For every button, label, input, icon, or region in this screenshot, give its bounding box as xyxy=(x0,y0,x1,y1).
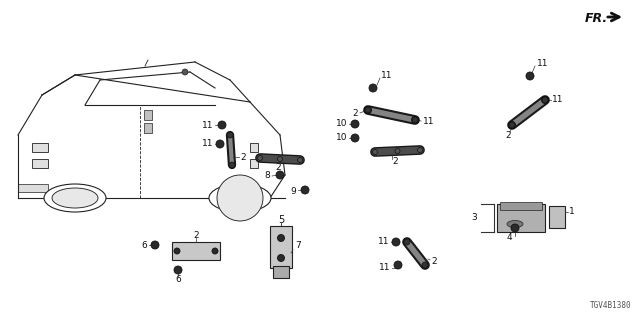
Circle shape xyxy=(278,156,282,162)
Ellipse shape xyxy=(44,184,106,212)
Circle shape xyxy=(392,238,400,246)
Text: 7: 7 xyxy=(295,242,301,251)
Text: 2: 2 xyxy=(431,258,436,267)
Circle shape xyxy=(351,134,359,142)
Text: 10: 10 xyxy=(335,118,347,127)
Circle shape xyxy=(404,239,410,245)
Circle shape xyxy=(278,254,285,261)
Circle shape xyxy=(509,122,515,129)
Text: 11: 11 xyxy=(552,95,563,105)
Circle shape xyxy=(395,148,400,154)
Bar xyxy=(144,123,152,133)
Circle shape xyxy=(351,120,359,128)
Circle shape xyxy=(369,84,377,92)
Text: 2: 2 xyxy=(275,163,281,172)
Ellipse shape xyxy=(52,188,98,208)
Circle shape xyxy=(227,132,233,138)
Text: 2: 2 xyxy=(240,153,246,162)
Circle shape xyxy=(151,241,159,249)
Text: 2: 2 xyxy=(505,132,511,140)
Bar xyxy=(172,242,220,260)
Text: 9: 9 xyxy=(291,187,296,196)
Circle shape xyxy=(301,186,309,194)
Bar xyxy=(497,204,545,232)
Text: 2: 2 xyxy=(353,108,358,117)
Text: 5: 5 xyxy=(278,215,284,225)
Circle shape xyxy=(541,97,548,103)
Text: 11: 11 xyxy=(378,237,389,246)
Circle shape xyxy=(216,140,224,148)
Bar xyxy=(270,226,292,268)
Text: 11: 11 xyxy=(381,71,392,81)
Circle shape xyxy=(229,162,235,168)
Text: 11: 11 xyxy=(423,117,435,126)
Bar xyxy=(549,206,565,228)
Circle shape xyxy=(365,107,371,114)
Circle shape xyxy=(365,107,371,113)
Bar xyxy=(144,110,152,120)
Text: 11: 11 xyxy=(202,140,213,148)
Circle shape xyxy=(542,97,548,103)
Text: 4: 4 xyxy=(506,234,512,243)
Text: 6: 6 xyxy=(141,241,147,250)
Text: 2: 2 xyxy=(392,157,398,166)
Circle shape xyxy=(394,261,402,269)
Circle shape xyxy=(278,235,285,242)
Bar xyxy=(250,143,258,152)
Bar xyxy=(32,159,48,168)
Text: 10: 10 xyxy=(335,133,347,142)
Text: 8: 8 xyxy=(264,172,270,180)
Circle shape xyxy=(509,122,515,128)
Circle shape xyxy=(212,248,218,254)
Text: TGV4B1380: TGV4B1380 xyxy=(590,301,632,310)
Circle shape xyxy=(174,248,180,254)
Circle shape xyxy=(417,148,422,153)
Circle shape xyxy=(412,117,418,123)
Text: 11: 11 xyxy=(378,263,390,273)
Circle shape xyxy=(276,171,284,179)
Bar xyxy=(273,266,289,278)
Circle shape xyxy=(257,156,262,161)
Circle shape xyxy=(526,72,534,80)
Bar xyxy=(18,184,48,192)
Circle shape xyxy=(372,149,378,155)
Bar xyxy=(250,159,258,168)
Text: 11: 11 xyxy=(202,121,213,130)
Circle shape xyxy=(511,224,519,232)
Circle shape xyxy=(422,262,428,268)
Text: 1: 1 xyxy=(569,207,575,217)
Text: 11: 11 xyxy=(537,60,548,68)
Circle shape xyxy=(218,121,226,129)
Ellipse shape xyxy=(209,184,271,212)
Text: 2: 2 xyxy=(193,230,199,239)
Ellipse shape xyxy=(507,220,523,228)
Bar xyxy=(500,202,542,210)
Text: FR.: FR. xyxy=(585,12,608,26)
Circle shape xyxy=(182,69,188,75)
Bar xyxy=(32,143,48,152)
Circle shape xyxy=(412,116,419,124)
Ellipse shape xyxy=(217,175,263,221)
Text: 6: 6 xyxy=(175,276,181,284)
Circle shape xyxy=(174,266,182,274)
Text: 3: 3 xyxy=(471,213,477,222)
Circle shape xyxy=(298,157,303,163)
